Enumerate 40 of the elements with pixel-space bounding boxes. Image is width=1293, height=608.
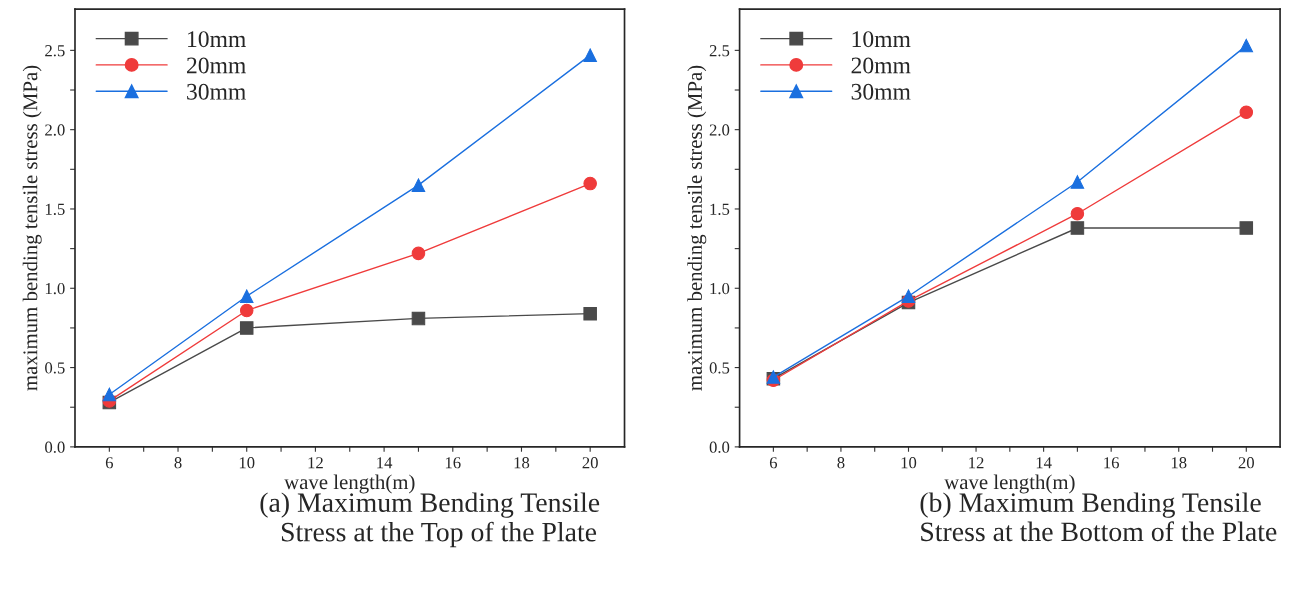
x-tick-label: 18 — [514, 457, 530, 469]
y-tick-label: 2.5 — [709, 45, 730, 57]
y-tick-label: 0.0 — [709, 441, 730, 453]
x-tick-label: 18 — [1171, 457, 1187, 469]
x-tick-label: 6 — [769, 457, 778, 469]
y-tick-label: 1.0 — [45, 282, 65, 295]
y-tick-label: 2.5 — [45, 45, 65, 57]
y-tick-label: 2.0 — [45, 124, 65, 136]
legend-label: 10mm — [852, 31, 911, 48]
x-tick-label: 8 — [837, 457, 845, 469]
x-tick-label: 16 — [1104, 457, 1120, 469]
x-tick-label: 20 — [1238, 457, 1254, 469]
legend-label: 30mm — [851, 83, 911, 100]
x-tick-label: 8 — [174, 457, 182, 469]
x-tick-label: 20 — [582, 457, 598, 469]
y-tick-label: 1.5 — [45, 203, 65, 215]
x-tick-label: 14 — [377, 457, 393, 469]
y-axis-title: maximum bending tensile stress (MPa) — [22, 65, 42, 391]
y-tick-label: 0.5 — [709, 362, 730, 374]
y-tick-label: 1.5 — [710, 203, 730, 215]
text: (b) Maximum Bending Tensile Stress at the Bottom of the Plate — [920, 492, 1277, 542]
legend-label: 30mm — [187, 83, 246, 100]
x-tick-label: 12 — [969, 457, 984, 469]
y-tick-label: 2.0 — [709, 124, 730, 136]
y-axis-title: maximum bending tensile stress (MPa) — [687, 65, 707, 391]
x-tick-label: 16 — [445, 457, 461, 469]
x-axis-title: wave length(m) — [284, 474, 415, 494]
legend-label: 20mm — [187, 57, 246, 74]
y-tick-label: 1.0 — [710, 282, 730, 295]
x-tick-label: 10 — [239, 457, 255, 469]
legend-label: 10mm — [188, 31, 246, 48]
y-tick-label: 0.0 — [45, 441, 65, 453]
x-tick-label: 10 — [901, 457, 917, 469]
x-tick-label: 6 — [105, 457, 114, 469]
x-tick-label: 12 — [308, 457, 323, 469]
text: (a) Maximum Bending Tensile Stress at the Top of the Plate — [260, 492, 600, 548]
legend-label: 20mm — [851, 57, 911, 74]
x-axis-title: wave length(m) — [944, 474, 1075, 494]
x-tick-label: 14 — [1036, 457, 1052, 469]
y-tick-label: 0.5 — [45, 362, 65, 374]
